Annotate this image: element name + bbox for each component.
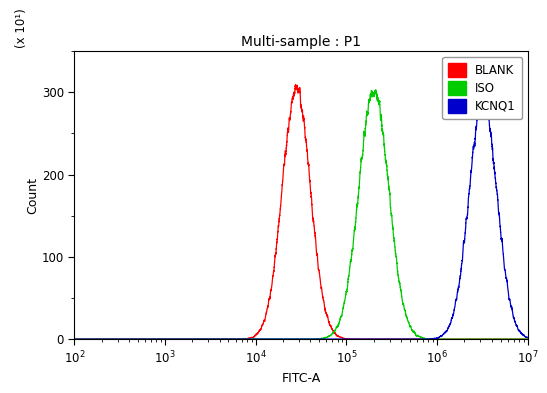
ISO	[432, 337, 438, 342]
KCNQ1	[408, 337, 414, 342]
ISO	[408, 324, 414, 329]
Text: (x 10¹): (x 10¹)	[15, 9, 28, 48]
BLANK	[72, 337, 78, 342]
KCNQ1	[478, 93, 485, 97]
Line: KCNQ1: KCNQ1	[74, 95, 528, 339]
BLANK	[292, 82, 299, 87]
Line: BLANK: BLANK	[74, 84, 528, 339]
KCNQ1	[71, 337, 78, 342]
ISO	[340, 307, 346, 312]
ISO	[373, 88, 379, 92]
Legend: BLANK, ISO, KCNQ1: BLANK, ISO, KCNQ1	[443, 57, 522, 119]
Title: Multi-sample : P1: Multi-sample : P1	[241, 35, 361, 49]
ISO	[94, 337, 101, 342]
BLANK	[359, 337, 366, 342]
KCNQ1	[94, 337, 101, 342]
BLANK	[235, 337, 242, 342]
ISO	[525, 337, 531, 342]
KCNQ1	[235, 337, 242, 342]
BLANK	[94, 337, 101, 342]
Y-axis label: Count: Count	[26, 176, 39, 214]
KCNQ1	[432, 336, 438, 341]
KCNQ1	[340, 337, 346, 342]
ISO	[235, 337, 242, 342]
BLANK	[525, 337, 531, 342]
X-axis label: FITC-A: FITC-A	[282, 372, 321, 385]
BLANK	[71, 337, 78, 342]
ISO	[359, 152, 366, 157]
KCNQ1	[525, 335, 531, 340]
BLANK	[408, 337, 414, 342]
ISO	[71, 337, 78, 342]
Line: ISO: ISO	[74, 90, 528, 339]
BLANK	[340, 336, 346, 340]
BLANK	[432, 337, 438, 342]
KCNQ1	[359, 337, 366, 342]
